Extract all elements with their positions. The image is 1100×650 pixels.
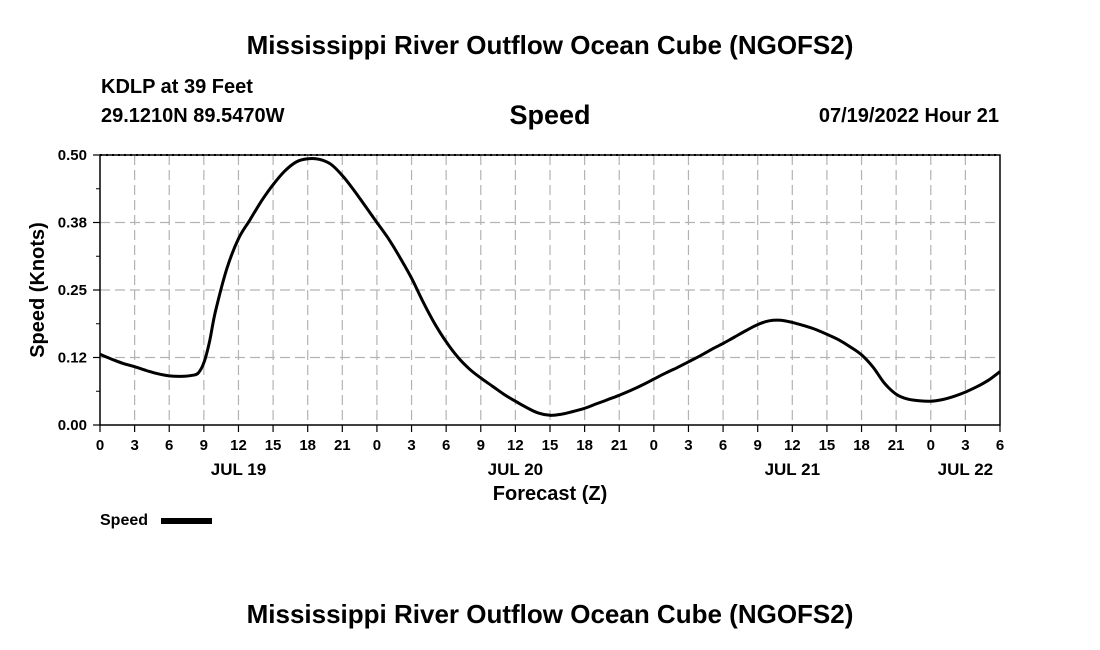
station-label: KDLP at 39 Feet <box>101 76 253 98</box>
y-tick-label: 0.25 <box>58 282 87 299</box>
page-title: Mississippi River Outflow Ocean Cube (NG… <box>246 30 854 60</box>
x-axis-ticks: 0 3 6 9 12 15 18 21 0 3 6 9 12 15 18 21 0 3 6 9 12 15 18 21 0 3 6 <box>96 425 1004 454</box>
x-tick-label: 6 <box>996 437 1004 454</box>
x-tick-label: 18 <box>853 437 870 454</box>
x-tick-label: 15 <box>819 437 836 454</box>
forecast-datetime: 07/19/2022 Hour 21 <box>818 105 999 127</box>
date-label: JUL 19 <box>211 460 266 479</box>
x-tick-label: 12 <box>784 437 801 454</box>
variable-title: Speed <box>509 100 591 130</box>
x-tick-label: 9 <box>754 437 762 454</box>
x-tick-label: 21 <box>611 437 628 454</box>
x-tick-label: 3 <box>130 437 138 454</box>
y-tick-label: 0.12 <box>58 350 87 367</box>
date-labels: JUL 19 JUL 20 JUL 21 JUL 22 <box>211 460 993 479</box>
date-label: JUL 21 <box>765 460 820 479</box>
x-tick-label: 12 <box>507 437 524 454</box>
x-tick-label: 12 <box>230 437 247 454</box>
date-label: JUL 20 <box>488 460 543 479</box>
x-tick-label: 6 <box>442 437 450 454</box>
x-tick-label: 3 <box>684 437 692 454</box>
y-axis-ticks: 0.00 0.12 0.25 0.38 0.50 <box>58 147 100 434</box>
speed-series-line <box>99 157 1001 417</box>
x-tick-label: 9 <box>200 437 208 454</box>
x-tick-label: 3 <box>961 437 969 454</box>
station-coordinates: 29.1210N 89.5470W <box>101 105 285 127</box>
date-label: JUL 22 <box>938 460 993 479</box>
x-tick-label: 15 <box>542 437 559 454</box>
legend-label: Speed <box>100 512 148 529</box>
x-tick-label: 6 <box>165 437 173 454</box>
y-tick-label: 0.38 <box>58 215 87 232</box>
x-tick-label: 6 <box>719 437 727 454</box>
grid-lines <box>100 155 1000 425</box>
x-axis-label: Forecast (Z) <box>493 483 607 505</box>
x-tick-label: 18 <box>299 437 316 454</box>
y-axis-label: Speed (Knots) <box>27 222 49 358</box>
x-tick-label: 21 <box>334 437 351 454</box>
x-tick-label: 15 <box>265 437 282 454</box>
x-tick-label: 18 <box>576 437 593 454</box>
footer-title: Mississippi River Outflow Ocean Cube (NG… <box>246 599 854 629</box>
x-tick-label: 3 <box>407 437 415 454</box>
y-tick-label: 0.50 <box>58 147 87 164</box>
x-tick-label: 0 <box>927 437 935 454</box>
x-tick-label: 9 <box>477 437 485 454</box>
legend: Speed <box>100 512 212 529</box>
x-tick-label: 21 <box>888 437 905 454</box>
x-tick-label: 0 <box>96 437 104 454</box>
y-tick-label: 0.00 <box>58 417 87 434</box>
x-tick-label: 0 <box>373 437 381 454</box>
series-layer <box>99 157 1001 417</box>
x-tick-label: 0 <box>650 437 658 454</box>
